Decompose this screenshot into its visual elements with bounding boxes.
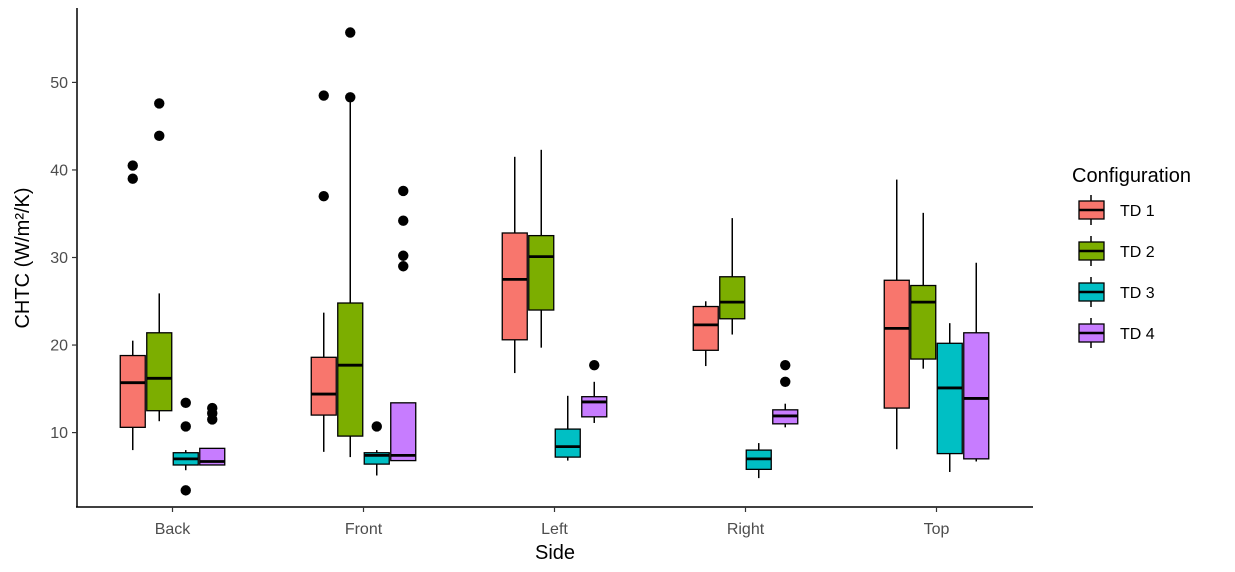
box-td2-front	[337, 27, 364, 458]
legend-item-td3: TD 3	[1078, 277, 1155, 307]
box-body	[883, 279, 910, 409]
box-td4-front	[390, 185, 417, 462]
plot-area	[119, 27, 990, 496]
box-body	[363, 452, 390, 465]
box-body	[910, 284, 937, 360]
box-body	[146, 332, 173, 412]
box-td4-back	[199, 402, 226, 466]
x-tick-label-left: Left	[541, 521, 568, 538]
box-td4-right	[772, 359, 799, 428]
outlier-point-0	[345, 92, 356, 103]
y-tick-label-10: 10	[50, 425, 68, 442]
y-axis-title: CHTC (W/m²/K)	[12, 187, 34, 328]
box-td3-back	[172, 397, 199, 496]
outlier-point-0	[180, 485, 191, 496]
box-body	[310, 356, 337, 416]
box-td4-top	[963, 262, 990, 462]
box-td4-left	[581, 359, 608, 423]
box-td2-right	[719, 218, 746, 335]
outlier-point-2	[180, 397, 191, 409]
outlier-point-0	[318, 191, 329, 202]
y-tick-label-20: 20	[50, 338, 68, 355]
box-td1-back	[119, 160, 146, 451]
box-body	[390, 402, 417, 462]
y-tick-label-30: 30	[50, 250, 68, 267]
outlier-point-0	[154, 130, 165, 142]
outlier-point-0	[371, 421, 382, 432]
box-body	[719, 276, 746, 320]
y-tick-label-40: 40	[50, 162, 68, 179]
outlier-point-0	[589, 359, 600, 371]
box-td1-left	[501, 156, 528, 374]
box-td3-right	[745, 443, 772, 479]
legend-label: TD 4	[1120, 326, 1155, 343]
box-body	[692, 305, 719, 351]
box-td3-top	[936, 323, 963, 472]
outlier-point-1	[154, 98, 165, 109]
outlier-point-2	[207, 402, 218, 414]
box-td1-right	[692, 301, 719, 367]
axes: 10 20 30 40 50 Back Front Left Right Top	[50, 8, 1033, 538]
legend-label: TD 3	[1120, 285, 1155, 302]
outlier-point-1	[127, 160, 138, 171]
outlier-point-0	[780, 376, 791, 388]
box-body	[119, 354, 146, 428]
x-tick-label-front: Front	[345, 521, 383, 538]
legend-item-td1: TD 1	[1078, 195, 1155, 225]
y-tick-label-50: 50	[50, 75, 68, 92]
box-td3-front	[363, 421, 390, 476]
box-td3-left	[554, 395, 581, 461]
x-tick-label-top: Top	[924, 521, 950, 538]
outlier-point-1	[318, 90, 329, 101]
box-body	[554, 428, 581, 458]
box-body	[936, 342, 963, 455]
box-td2-back	[146, 98, 173, 422]
legend-title: Configuration	[1072, 165, 1191, 187]
box-td1-top	[883, 179, 910, 450]
box-td2-top	[910, 212, 937, 369]
x-tick-label-back: Back	[155, 521, 192, 538]
legend-label: TD 1	[1120, 203, 1155, 220]
outlier-point-0	[127, 173, 138, 184]
outlier-point-3	[398, 185, 409, 197]
outlier-point-1	[345, 27, 356, 38]
box-body	[581, 396, 608, 418]
legend-item-td4: TD 4	[1078, 318, 1155, 348]
x-tick-label-right: Right	[727, 521, 765, 538]
x-axis-title: Side	[535, 542, 575, 564]
outlier-point-1	[398, 250, 409, 261]
box-body	[528, 234, 555, 311]
legend: Configuration TD 1 TD 2 TD 3 TD 4	[1072, 165, 1191, 348]
outlier-point-0	[398, 261, 409, 272]
box-body	[963, 332, 990, 460]
legend-item-td2: TD 2	[1078, 236, 1155, 266]
box-body	[337, 302, 364, 437]
outlier-point-2	[398, 215, 409, 226]
outlier-point-1	[180, 421, 191, 432]
box-td2-left	[528, 149, 555, 348]
box-td1-front	[310, 90, 337, 452]
outlier-point-1	[780, 359, 791, 371]
legend-label: TD 2	[1120, 244, 1155, 261]
box-body	[501, 232, 528, 341]
